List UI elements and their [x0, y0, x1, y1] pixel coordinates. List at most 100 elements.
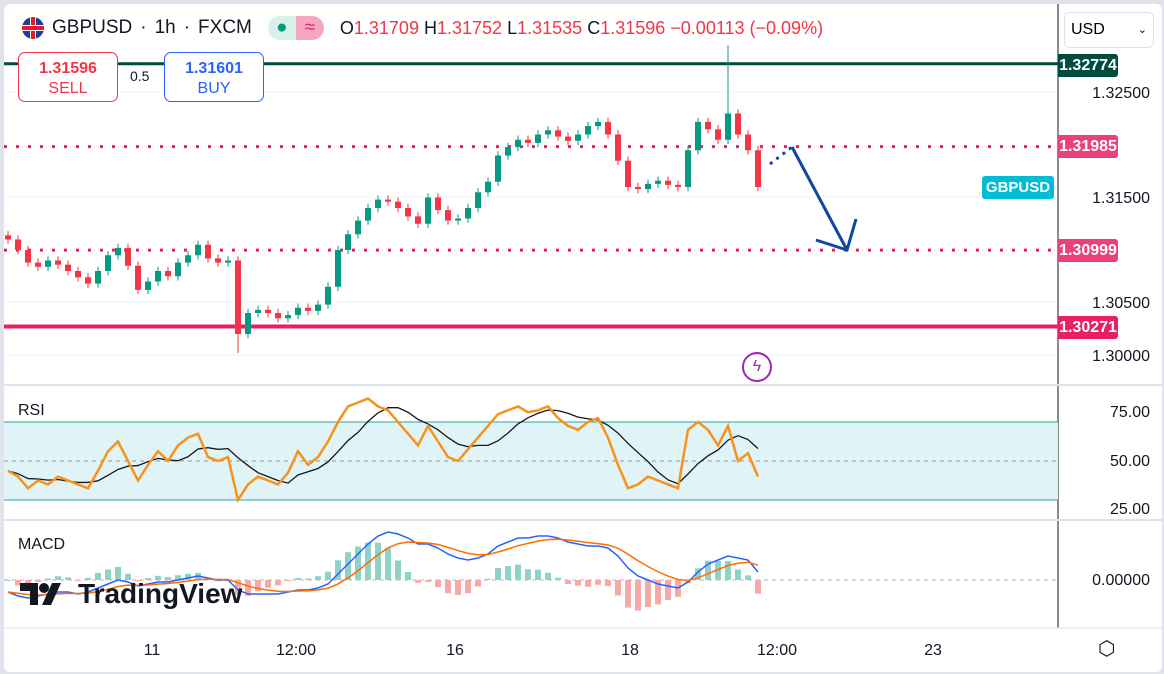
candle-body — [455, 218, 461, 221]
macd-histogram-bar — [635, 580, 641, 611]
macd-histogram-bar — [705, 560, 711, 580]
candle-body — [275, 313, 281, 319]
macd-histogram-bar — [575, 580, 581, 586]
candle-body — [505, 147, 511, 156]
candle-body — [255, 309, 261, 313]
interval[interactable]: 1h — [154, 17, 176, 38]
macd-histogram-bar — [445, 580, 451, 594]
candle-body — [685, 150, 691, 187]
level-tag[interactable]: 1.31985 — [1058, 135, 1118, 158]
macd-histogram-bar — [375, 542, 381, 580]
separator: · — [140, 17, 147, 38]
macd-histogram-bar — [485, 578, 491, 580]
candle-body — [695, 121, 701, 151]
candle-body — [565, 136, 571, 141]
arrow-head — [815, 218, 858, 252]
candle-body — [35, 262, 41, 267]
macd-histogram-bar — [145, 578, 151, 580]
symbol-name[interactable]: GBPUSD — [52, 17, 133, 38]
candle-body — [435, 197, 441, 211]
time-tick: 16 — [446, 642, 464, 659]
macd-histogram-bar — [35, 580, 41, 582]
macd-histogram-bar — [75, 580, 81, 581]
lightning-events-icon[interactable]: ϟ — [742, 352, 772, 382]
candle-body — [625, 160, 631, 187]
candle-body — [235, 260, 241, 334]
macd-histogram-bar — [5, 580, 11, 581]
candle-body — [185, 255, 191, 263]
candle-body — [725, 113, 731, 140]
market-status[interactable]: ● ≈ — [267, 16, 324, 40]
macd-histogram-bar — [655, 580, 661, 605]
candle-body — [85, 277, 91, 284]
macd-histogram-bar — [65, 577, 71, 580]
candle-body — [155, 271, 161, 282]
level-tag[interactable]: 1.30271 — [1058, 316, 1118, 339]
separator: · — [183, 17, 191, 38]
candle-body — [345, 234, 351, 250]
candle-body — [475, 192, 481, 208]
macd-histogram-bar — [385, 548, 391, 580]
chart-canvas[interactable] — [4, 4, 1162, 672]
candle-body — [515, 139, 521, 148]
time-tick: 18 — [621, 642, 639, 659]
time-tick: 23 — [924, 642, 942, 659]
macd-histogram-bar — [715, 560, 721, 580]
macd-histogram-bar — [275, 580, 281, 586]
tradingview-logo[interactable]: TradingView — [20, 578, 242, 610]
level-tag[interactable]: 1.32774 — [1058, 54, 1118, 77]
time-tick: 12:00 — [275, 642, 317, 659]
sell-button[interactable]: 1.31596 SELL — [18, 52, 118, 102]
candle-body — [265, 309, 271, 313]
candle-body — [735, 113, 741, 135]
macd-histogram-bar — [55, 576, 61, 580]
candle-body — [15, 239, 21, 250]
symbol-header: GBPUSD · 1h · FXCM ● ≈ O1.31709 H1.31752… — [22, 16, 823, 40]
macd-histogram-bar — [645, 580, 651, 607]
macd-histogram-bar — [595, 580, 601, 585]
rsi-title: RSI — [18, 402, 45, 419]
settings-gear-icon[interactable]: ⬡ — [1098, 638, 1116, 660]
macd-histogram-bar — [265, 580, 271, 588]
candle-body — [665, 180, 671, 185]
macd-histogram-bar — [245, 580, 251, 596]
macd-histogram-bar — [745, 575, 751, 580]
buy-button[interactable]: 1.31601 BUY — [164, 52, 264, 102]
currency-select[interactable]: USD ⌄ — [1064, 12, 1154, 48]
macd-histogram-bar — [415, 580, 421, 583]
macd-histogram-bar — [105, 569, 111, 580]
candle-body — [655, 180, 661, 184]
macd-histogram-bar — [85, 577, 91, 580]
candle-body — [385, 199, 391, 202]
macd-histogram-bar — [235, 580, 241, 595]
market-open-dot-icon: ● — [267, 16, 296, 40]
time-tick: 12:00 — [756, 642, 798, 659]
candle-body — [245, 313, 251, 334]
macd-histogram-bar — [455, 580, 461, 595]
candle-body — [605, 121, 611, 135]
chevron-down-icon: ⌄ — [1137, 24, 1147, 36]
signal-line — [7, 538, 759, 596]
candle-body — [555, 130, 561, 137]
macd-histogram-bar — [755, 580, 761, 594]
candle-body — [45, 260, 51, 267]
macd-histogram-bar — [465, 580, 471, 594]
candle-body — [315, 304, 321, 311]
candle-body — [215, 258, 221, 263]
candle-body — [225, 260, 231, 263]
candle-body — [25, 250, 31, 263]
rsi-line — [7, 397, 760, 504]
candle-body — [355, 220, 361, 235]
candle-body — [675, 184, 681, 187]
rsi-ma-line — [7, 407, 759, 485]
candle-body — [145, 281, 151, 290]
level-tag[interactable]: 1.30999 — [1058, 239, 1118, 262]
candle-body — [715, 129, 721, 140]
candle-body — [125, 247, 131, 266]
candle-body — [465, 208, 471, 219]
candle-body — [485, 181, 491, 193]
delayed-data-icon: ≈ — [295, 16, 324, 40]
macd-histogram-bar — [155, 575, 161, 580]
macd-title: MACD — [18, 536, 66, 553]
ohlc-values: O1.31709 H1.31752 L1.31535 C1.31596 −0.0… — [339, 17, 824, 38]
